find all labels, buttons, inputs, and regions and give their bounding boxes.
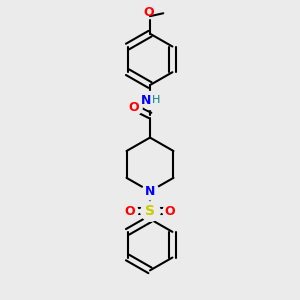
Text: O: O xyxy=(165,205,175,218)
Text: O: O xyxy=(128,101,139,114)
Text: H: H xyxy=(152,95,161,105)
Text: N: N xyxy=(145,185,155,198)
Text: O: O xyxy=(143,5,154,19)
Text: N: N xyxy=(141,94,152,107)
Text: S: S xyxy=(145,204,155,218)
Text: O: O xyxy=(125,205,135,218)
